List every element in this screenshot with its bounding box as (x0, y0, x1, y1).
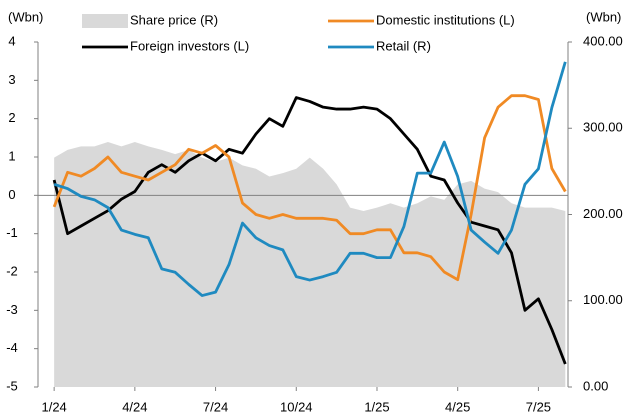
series-line (52, 96, 567, 365)
y2-axis-label: (Wbn) (586, 9, 621, 24)
series-line (52, 94, 567, 282)
y-tick-label: 2 (8, 110, 15, 125)
y-tick-label: -3 (6, 302, 18, 317)
x-tick-label: 10/24 (280, 399, 313, 414)
y-axis-label: (Wbn) (8, 9, 43, 24)
y-tick-label: -4 (6, 340, 18, 355)
legend-swatch (82, 14, 128, 28)
y-tick-label: -2 (6, 263, 18, 278)
y-tick-label: 1 (8, 148, 15, 163)
y-tick-label: 0 (8, 187, 15, 202)
legend-label: Retail (R) (376, 38, 431, 53)
legend-label: Domestic institutions (L) (376, 12, 515, 27)
x-tick-label: 1/25 (364, 399, 389, 414)
x-tick-label: 7/25 (526, 399, 551, 414)
y2-tick-label: 300.00 (583, 120, 623, 135)
y2-tick-label: 0.00 (583, 378, 608, 393)
y-tick-label: 3 (8, 72, 15, 87)
x-tick-label: 1/24 (41, 399, 66, 414)
y-tick-label: -5 (6, 378, 18, 393)
share-price-area (54, 142, 566, 387)
y2-tick-label: 400.00 (583, 33, 623, 48)
legend-label: Foreign investors (L) (130, 38, 249, 53)
legend-label: Share price (R) (130, 12, 218, 27)
y-tick-label: -1 (6, 225, 18, 240)
series-line (53, 61, 567, 297)
x-tick-label: 4/25 (445, 399, 470, 414)
y2-tick-label: 100.00 (583, 292, 623, 307)
x-tick-label: 7/24 (203, 399, 228, 414)
y-tick-label: 4 (8, 33, 15, 48)
x-tick-label: 4/24 (122, 399, 147, 414)
y2-tick-label: 200.00 (583, 206, 623, 221)
